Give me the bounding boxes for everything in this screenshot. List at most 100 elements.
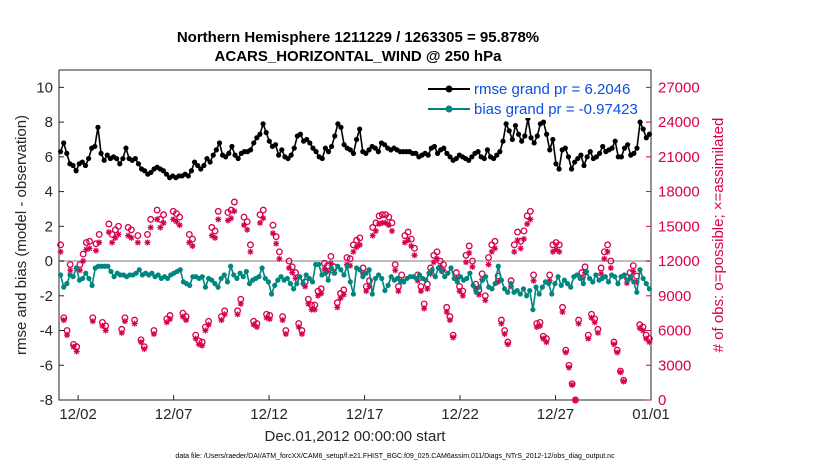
bias-point [303, 272, 309, 278]
bias-point [350, 291, 357, 297]
bias-point [376, 272, 382, 278]
rmse-point [413, 150, 419, 156]
assimilated-obs-marker [141, 346, 148, 353]
rmse-point [95, 124, 101, 130]
assimilated-obs-marker [340, 291, 347, 298]
y-right-tick-label: 9000 [658, 288, 691, 305]
bias-point [520, 286, 527, 292]
bias-point [136, 267, 142, 273]
assimilated-obs-marker [366, 283, 373, 290]
bias-point [416, 272, 423, 278]
assimilated-obs-marker [360, 270, 367, 277]
assimilated-obs-marker [504, 341, 511, 348]
bias-point [209, 277, 215, 283]
assimilated-obs-marker [540, 335, 547, 342]
assimilated-obs-marker [157, 224, 164, 231]
bias-point [357, 267, 363, 273]
assimilated-obs-marker [167, 315, 173, 322]
possible-obs-marker [555, 241, 563, 249]
assimilated-obs-marker [292, 275, 299, 282]
rmse-point [332, 133, 338, 139]
bias-point [621, 272, 627, 278]
rmse-point [148, 169, 154, 176]
bias-point [539, 284, 545, 290]
assimilated-obs-marker [389, 227, 395, 234]
assimilated-obs-marker [327, 260, 334, 267]
assimilated-obs-marker [485, 261, 492, 268]
bias-point [624, 277, 630, 283]
bias-point [627, 274, 634, 280]
assimilated-obs-marker [276, 255, 283, 262]
legend-box [417, 80, 645, 118]
rmse-point [640, 126, 646, 132]
rmse-point [637, 119, 643, 125]
bias-point [489, 286, 495, 292]
assimilated-obs-marker [562, 349, 569, 356]
y-right-tick-label: 24000 [658, 114, 700, 131]
bias-point [646, 286, 653, 292]
rmse-point [587, 149, 593, 155]
legend-bias-label: bias grand pr = -0.97423 [474, 101, 638, 118]
rmse-point [191, 159, 198, 165]
rmse-point [512, 122, 519, 129]
bias-point [228, 263, 234, 269]
rmse-point [310, 145, 316, 151]
rmse-point [163, 171, 170, 177]
rmse-point [484, 147, 491, 153]
assimilated-obs-marker [363, 288, 370, 295]
possible-obs-marker [86, 237, 94, 245]
possible-obs-marker [105, 220, 113, 228]
x-tick-label: 12/27 [537, 406, 575, 423]
assimilated-obs-marker [469, 263, 476, 270]
rmse-point [475, 149, 481, 155]
rmse-point [257, 131, 263, 137]
bias-point [111, 274, 117, 280]
assimilated-obs-marker [302, 283, 309, 290]
assimilated-obs-marker [128, 234, 135, 241]
rmse-point [213, 147, 219, 153]
rmse-point [618, 154, 625, 160]
x-tick-label: 12/17 [346, 406, 384, 423]
assimilated-obs-marker [173, 218, 180, 225]
assimilated-obs-marker [617, 369, 624, 376]
rmse-point [565, 154, 572, 160]
assimilated-obs-marker [289, 269, 296, 276]
y-tick-label: -2 [40, 288, 53, 305]
bias-point [445, 270, 451, 276]
rmse-point [204, 155, 210, 162]
rmse-point [341, 142, 347, 148]
assimilated-obs-marker [508, 283, 515, 290]
bias-point [533, 284, 539, 290]
assimilated-obs-marker [192, 335, 199, 342]
bias-point [385, 282, 391, 288]
bias-point [202, 284, 209, 290]
assimilated-obs-marker [424, 285, 431, 292]
rmse-point [528, 135, 534, 141]
assimilated-obs-marker [186, 239, 193, 246]
possible-obs-marker [375, 212, 383, 220]
assimilated-obs-marker [67, 267, 74, 274]
bias-point [80, 275, 86, 282]
possible-obs-marker [243, 218, 251, 226]
bias-point [165, 275, 171, 282]
possible-obs-marker [604, 241, 612, 249]
bias-point [457, 274, 464, 280]
assimilated-obs-marker [369, 232, 376, 239]
rmse-point [531, 140, 537, 146]
bias-point [347, 279, 353, 285]
possible-obs-marker [385, 213, 393, 221]
assimilated-obs-marker [253, 324, 260, 331]
y-tick-label: 0 [45, 253, 53, 270]
bias-point [105, 263, 111, 269]
assimilated-obs-marker [205, 321, 212, 328]
possible-obs-marker [259, 206, 267, 214]
assimilated-obs-marker [401, 239, 408, 246]
bias-point [218, 275, 224, 282]
possible-obs-marker [214, 207, 222, 215]
possible-obs-marker [433, 248, 441, 256]
rmse-point [353, 136, 360, 143]
possible-obs-marker [144, 230, 151, 238]
rmse-point [322, 145, 328, 151]
assimilated-obs-marker [556, 248, 563, 255]
assimilated-obs-marker [524, 221, 531, 227]
